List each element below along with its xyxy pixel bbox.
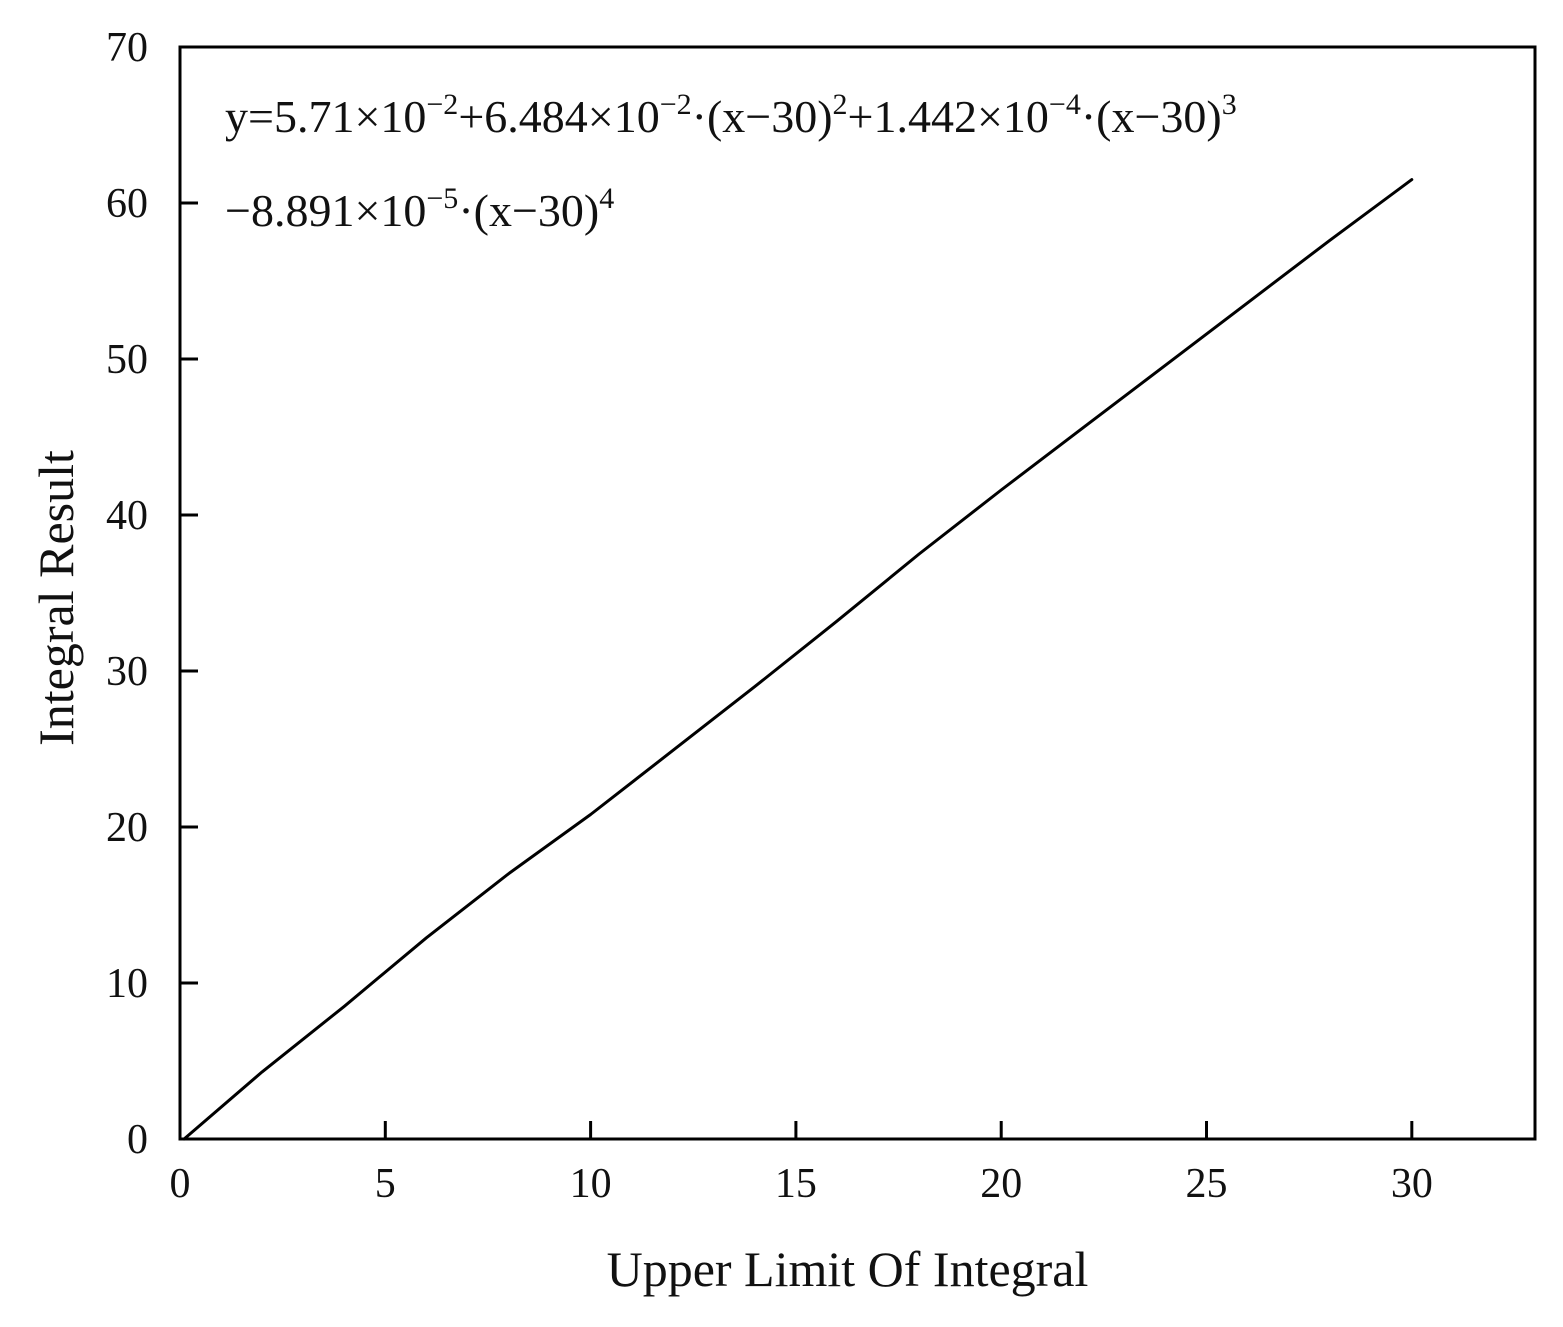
equation-exponent: −5: [426, 182, 458, 215]
x-tick-label: 0: [170, 1161, 191, 1207]
equation-exponent: 3: [1222, 88, 1237, 121]
equation-exponent: −2: [426, 88, 458, 121]
equation-term: ·(x−30): [458, 185, 599, 236]
equation-line-1: y=5.71×10−2+6.484×10−2·(x−30)2+1.442×10−…: [225, 88, 1237, 142]
x-axis-label: Upper Limit Of Integral: [607, 1241, 1089, 1297]
x-tick-label: 25: [1186, 1161, 1228, 1207]
equation-exponent: −2: [660, 88, 692, 121]
equation-term: +6.484×10: [458, 91, 659, 142]
equation-term: ·(x−30): [692, 91, 833, 142]
equation-exponent: 2: [833, 88, 848, 121]
plot-frame: [178, 45, 1537, 1141]
equation-term: −8.891×10: [225, 185, 426, 236]
y-tick-label: 20: [106, 805, 148, 851]
x-tick-label: 30: [1391, 1161, 1433, 1207]
y-axis-label: Integral Result: [28, 450, 84, 746]
x-tick-label: 20: [980, 1161, 1022, 1207]
x-tick-label: 15: [775, 1161, 817, 1207]
chart-marks: [182, 178, 1414, 1141]
y-tick-label: 0: [127, 1117, 148, 1163]
equation-term: ·(x−30): [1081, 91, 1222, 142]
equation-exponent: −4: [1049, 88, 1081, 121]
y-axis: 0 10 20 30 40 50 60 70: [106, 25, 198, 1163]
y-tick-label: 60: [106, 181, 148, 227]
y-tick-label: 70: [106, 25, 148, 71]
y-tick-label: 50: [106, 337, 148, 383]
equation-term: y=5.71×10: [225, 91, 426, 142]
x-axis: 0 5 10 15 20 25 30: [170, 1121, 1433, 1207]
x-tick-label: 5: [375, 1161, 396, 1207]
equation-term: +1.442×10: [848, 91, 1049, 142]
series-line: [182, 178, 1414, 1141]
equation-line-2: −8.891×10−5·(x−30)4: [225, 182, 614, 236]
y-tick-label: 40: [106, 493, 148, 539]
equation-exponent: 4: [599, 182, 614, 215]
y-tick-label: 10: [106, 961, 148, 1007]
x-tick-label: 10: [570, 1161, 612, 1207]
y-tick-label: 30: [106, 649, 148, 695]
